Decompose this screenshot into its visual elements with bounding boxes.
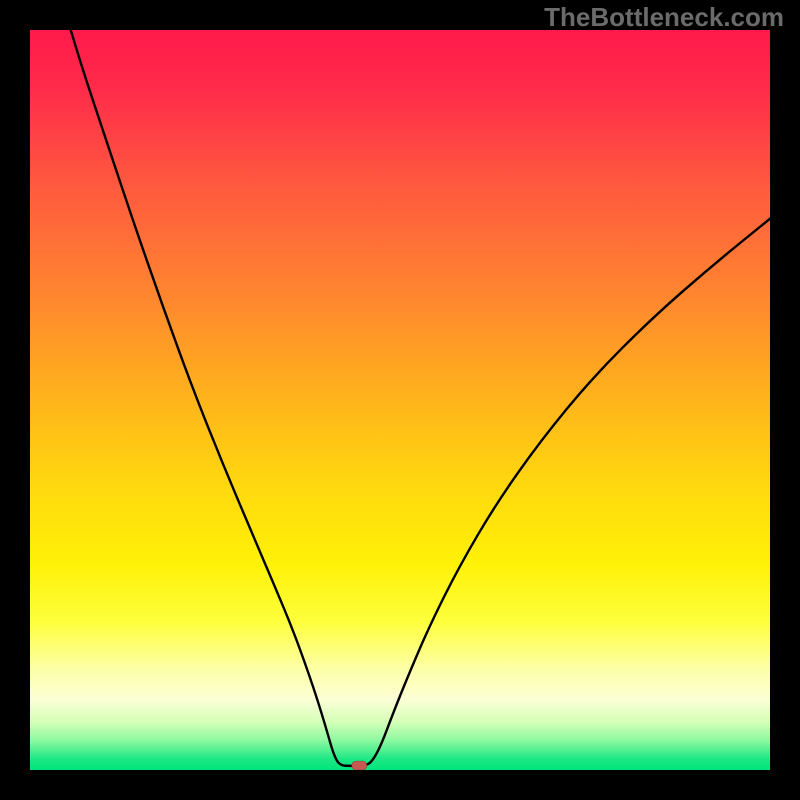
chart-svg — [0, 0, 800, 800]
optimal-point-marker — [352, 761, 367, 770]
watermark-text: TheBottleneck.com — [544, 2, 784, 33]
gradient-background — [30, 30, 770, 770]
